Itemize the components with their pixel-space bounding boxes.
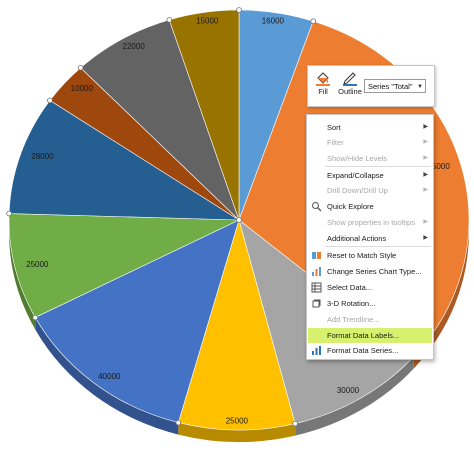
submenu-arrow-icon: ▶ — [423, 187, 428, 193]
menu-item-label: Quick Explore — [327, 202, 374, 211]
menu-item-drill-down-drill-up: Drill Down/Drill Up ▶ — [308, 183, 432, 198]
data-label[interactable]: 40000 — [98, 372, 121, 381]
data-labels: 16000 95000 30000 25000 40000 25000 28000 10000… — [26, 16, 450, 425]
menu-item-expand-collapse[interactable]: Expand/Collapse ▶ — [308, 168, 432, 183]
submenu-arrow-icon: ▶ — [423, 139, 428, 145]
center-selection-handle[interactable] — [236, 217, 242, 223]
menu-item-quick-explore[interactable]: Quick Explore — [308, 199, 432, 214]
selection-handles — [6, 7, 417, 427]
magnifier-icon — [311, 201, 322, 212]
context-menu: Sort ▶ Filter ▶ Show/Hide Levels ▶ Expand/Coll… — [306, 114, 434, 360]
menu-item-label: Add Trendline... — [327, 315, 380, 324]
menu-item-reset-to-match-style[interactable]: Reset to Match Style — [308, 248, 432, 263]
menu-item-label: Change Series Chart Type... — [327, 267, 422, 276]
data-label[interactable]: 10000 — [71, 84, 94, 93]
submenu-arrow-icon: ▶ — [423, 124, 428, 130]
selection-handle[interactable] — [166, 17, 173, 23]
menu-item-label: Drill Down/Drill Up — [327, 186, 388, 195]
menu-item-label: Additional Actions — [327, 234, 387, 243]
pie-edge-6 — [9, 220, 36, 330]
pie-slice-7[interactable] — [8, 100, 241, 221]
submenu-arrow-icon: ▶ — [423, 235, 428, 241]
outline-button[interactable]: Outline — [338, 68, 362, 104]
menu-item-label: Format Data Labels... — [327, 331, 400, 340]
pen-outline-icon — [343, 72, 357, 86]
menu-item-label: Show properties in tooltips — [327, 218, 415, 227]
fill-label: Fill — [318, 87, 328, 96]
menu-item-add-trendline: Add Trendline... — [308, 312, 432, 327]
select-data-icon — [311, 282, 322, 293]
chevron-down-icon: ▼ — [417, 84, 423, 90]
menu-separator — [325, 246, 431, 247]
pie-edge-5 — [35, 317, 179, 435]
menu-item-label: 3-D Rotation... — [327, 299, 376, 308]
paint-bucket-icon — [316, 72, 330, 86]
menu-item-3-d-rotation[interactable]: 3-D Rotation... — [308, 296, 432, 311]
selection-handle[interactable] — [47, 97, 53, 104]
submenu-arrow-icon: ▶ — [423, 172, 428, 178]
pie-slice-6[interactable] — [8, 213, 240, 318]
menu-item-label: Format Data Series... — [327, 346, 399, 355]
selection-handle[interactable] — [310, 18, 317, 25]
rotation-icon — [311, 298, 322, 309]
menu-item-additional-actions[interactable]: Additional Actions ▶ — [308, 231, 432, 246]
menu-item-label: Select Data... — [327, 283, 373, 292]
menu-item-sort[interactable]: Sort ▶ — [308, 120, 432, 135]
menu-item-label: Show/Hide Levels — [327, 154, 388, 163]
chart-type-icon — [311, 266, 322, 277]
data-label[interactable]: 16000 — [262, 17, 285, 26]
pie-slice-5[interactable] — [34, 219, 240, 423]
selection-handle[interactable] — [32, 314, 39, 321]
menu-item-format-data-labels[interactable]: Format Data Labels... — [308, 328, 432, 343]
menu-item-show-hide-levels: Show/Hide Levels ▶ — [308, 151, 432, 166]
submenu-arrow-icon: ▶ — [423, 219, 428, 225]
menu-item-filter: Filter ▶ — [308, 135, 432, 150]
mini-toolbar: Fill Outline Series "Total" ▼ — [307, 65, 435, 107]
data-label[interactable]: 95000 — [428, 162, 451, 171]
pie-slice-4[interactable] — [177, 218, 296, 431]
data-label[interactable]: 25000 — [26, 260, 49, 269]
data-label[interactable]: 22000 — [123, 42, 146, 51]
selection-handle[interactable] — [6, 210, 12, 217]
menu-item-label: Reset to Match Style — [327, 251, 397, 260]
menu-item-label: Filter — [327, 138, 344, 147]
outline-label: Outline — [338, 87, 362, 96]
pie-edge-3 — [295, 356, 414, 436]
menu-item-format-data-series[interactable]: Format Data Series... — [308, 343, 432, 358]
menu-item-label: Expand/Collapse — [327, 171, 384, 180]
data-label[interactable]: 28000 — [31, 152, 54, 161]
selection-handle[interactable] — [236, 7, 242, 13]
format-series-icon — [311, 345, 322, 356]
data-label[interactable]: 25000 — [226, 416, 249, 425]
data-label[interactable]: 15000 — [196, 16, 219, 25]
selection-handle[interactable] — [77, 64, 84, 71]
menu-item-show-properties-in-tooltips: Show properties in tooltips ▶ — [308, 215, 432, 230]
series-selector-value: Series "Total" — [368, 82, 413, 91]
fill-button[interactable]: Fill — [311, 68, 335, 104]
data-label[interactable]: 30000 — [337, 386, 360, 395]
menu-item-change-series-chart-type[interactable]: Change Series Chart Type... — [308, 264, 432, 279]
reset-style-icon — [311, 250, 322, 261]
menu-separator — [325, 166, 431, 167]
submenu-arrow-icon: ▶ — [423, 155, 428, 161]
pie-edge-4 — [178, 422, 296, 443]
selection-handle[interactable] — [292, 420, 298, 427]
menu-item-label: Sort — [327, 123, 341, 132]
menu-item-select-data[interactable]: Select Data... — [308, 280, 432, 295]
series-selector-dropdown[interactable]: Series "Total" ▼ — [364, 79, 426, 93]
selection-handle[interactable] — [175, 419, 182, 426]
